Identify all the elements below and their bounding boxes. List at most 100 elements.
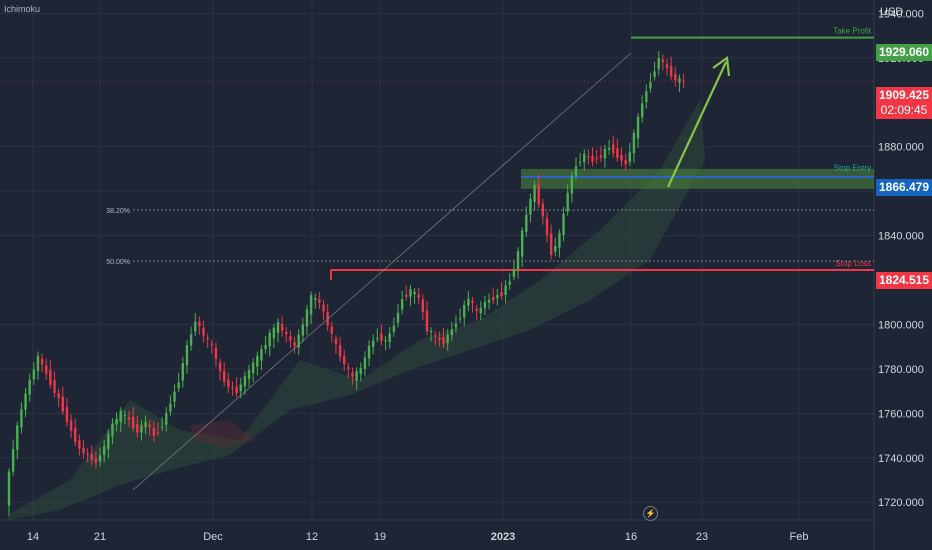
time-tick-label: 19 (374, 531, 386, 543)
candle-body (268, 332, 271, 347)
candle-body (235, 386, 238, 394)
candle-body (28, 379, 31, 395)
candle-body (247, 370, 251, 380)
time-axis[interactable]: 14 21 Dec 12 19 2023 16 23 Feb (27, 531, 809, 543)
candle-body (479, 307, 482, 314)
candle-body (289, 336, 292, 341)
grid-lines (0, 0, 875, 550)
candle-body (612, 144, 615, 153)
chart-overlays: 38.20% 50.00% (0, 52, 874, 491)
candle-body (181, 363, 185, 381)
candle-body (446, 334, 449, 344)
candle-body (591, 155, 594, 162)
candle-body (674, 74, 677, 81)
candle-body (471, 300, 474, 304)
candle-body (301, 324, 305, 336)
candle-series (7, 51, 685, 516)
candle-body (566, 192, 569, 212)
candle-body (111, 423, 114, 437)
candle-body (508, 281, 511, 285)
candle-body (450, 329, 454, 336)
candle-body (425, 310, 429, 332)
current-price-tag: 1909.425 02:09:45 (876, 87, 932, 119)
candle-body (185, 345, 189, 366)
candle-body (636, 116, 640, 139)
candle-body (74, 428, 77, 443)
candle-body (322, 304, 325, 312)
candle-body (678, 78, 681, 83)
candle-body (148, 424, 151, 428)
candle-body (94, 458, 98, 463)
candle-body (177, 382, 180, 389)
candle-body (169, 403, 172, 412)
candle-body (355, 371, 358, 381)
candle-body (520, 230, 524, 257)
candle-body (645, 91, 648, 103)
current-price-value: 1909.425 (878, 88, 930, 102)
candle-body (7, 471, 11, 506)
candle-body (285, 331, 288, 335)
candle-body (119, 410, 122, 423)
candle-body (405, 294, 408, 297)
candle-body (330, 326, 334, 334)
candle-body (371, 340, 375, 348)
candle-body (624, 160, 627, 165)
time-tick-label: Feb (790, 531, 809, 543)
candle-body (218, 362, 222, 372)
candle-body (36, 355, 40, 372)
price-axis[interactable]: 1940.0001920.0001880.0001860.0001840.000… (878, 8, 924, 509)
candle-body (127, 417, 131, 420)
price-tick-label: 1800.000 (878, 319, 924, 331)
candle-body (11, 449, 15, 472)
candle-body (640, 103, 644, 118)
candle-body (545, 218, 549, 236)
candle-body (392, 325, 396, 332)
candle-body (223, 371, 226, 382)
candle-body (512, 269, 516, 277)
candle-body (239, 384, 242, 392)
price-tick-label: 1840.000 (878, 231, 924, 243)
projection-arrowhead (712, 56, 731, 77)
candle-body (206, 337, 209, 340)
candle-body (525, 214, 528, 232)
time-tick-label: 2023 (491, 531, 515, 543)
candle-body (40, 358, 44, 365)
candle-body (653, 71, 656, 78)
take-profit-label: Take Profit (833, 27, 872, 36)
candle-body (264, 345, 267, 350)
time-tick-label: 14 (27, 531, 39, 543)
candle-body (57, 393, 60, 399)
ichimoku-cloud (8, 100, 705, 520)
candle-body (409, 289, 412, 297)
candle-body (140, 425, 143, 433)
candle-body (492, 297, 495, 301)
time-tick-label: 21 (94, 531, 106, 543)
candle-body (314, 298, 317, 300)
fib-level-label: 38.20% (106, 208, 130, 215)
candle-body (280, 323, 284, 331)
stop-loss-price-tag: 1824.515 (876, 272, 932, 289)
time-tick-label: 16 (625, 531, 637, 543)
stop-loss-label: Stop Loss (835, 259, 871, 268)
currency-label: USD (880, 6, 904, 18)
price-tick-label: 1880.000 (878, 142, 924, 154)
candle-body (463, 305, 466, 318)
price-tick-label: 1780.000 (878, 364, 924, 376)
time-tick-label: 23 (696, 531, 708, 543)
candle-body (165, 413, 168, 425)
candle-body (537, 183, 540, 205)
candle-body (376, 337, 379, 339)
candle-body (160, 426, 164, 428)
candle-body (86, 453, 89, 455)
time-tick-label: Dec (203, 531, 223, 543)
price-tick-label: 1760.000 (878, 408, 924, 420)
stop-entry-label: Stop Entry (834, 164, 871, 173)
candle-body (487, 299, 491, 303)
indicator-name[interactable]: Ichimoku (4, 4, 41, 14)
candle-body (98, 455, 102, 462)
time-tick-label: 12 (306, 531, 318, 543)
lightning-icon[interactable]: ⚡ (643, 506, 658, 521)
candle-body (661, 59, 665, 62)
candle-body (243, 376, 247, 387)
